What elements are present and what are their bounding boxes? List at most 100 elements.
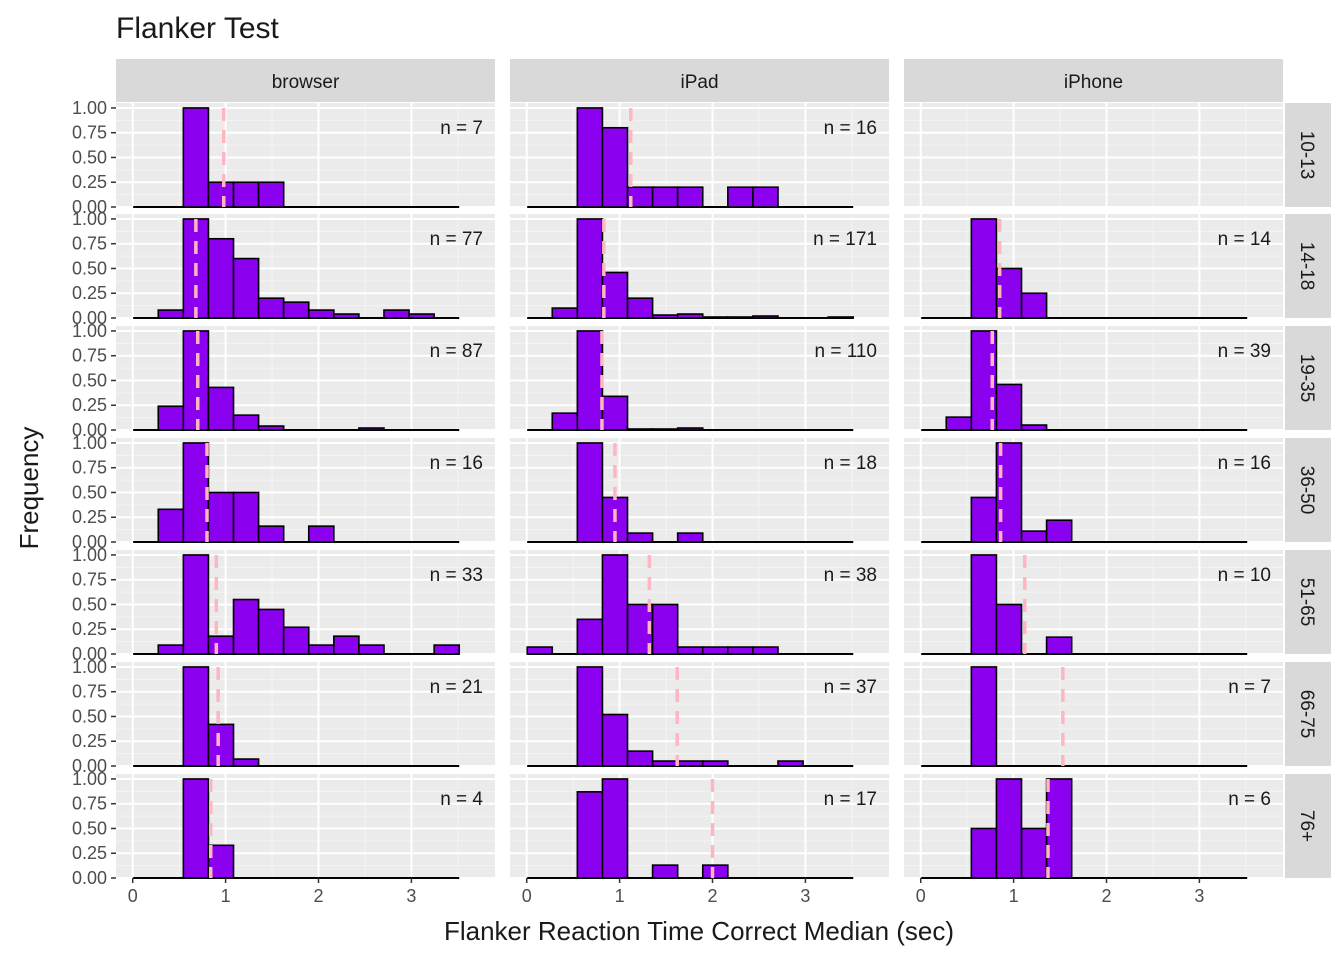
histogram-bar (651, 186, 679, 208)
histogram-bar (232, 758, 260, 767)
histogram-bar (1020, 827, 1048, 879)
y-tick-label: 0.50 (72, 482, 107, 502)
panel-background (116, 774, 495, 878)
row-strip-label: 14-18 (1296, 242, 1317, 291)
row-strip-36-50 (1285, 438, 1331, 542)
row-strip-19-35 (1285, 326, 1331, 430)
histogram-bar (207, 723, 235, 767)
panel-iphone-76+: n = 6 (904, 774, 1283, 879)
y-tick-label: 0.75 (72, 346, 107, 366)
column-strip-label: iPhone (1064, 72, 1123, 93)
histogram-bar (1045, 636, 1073, 655)
histogram-bar (827, 316, 855, 319)
x-tick-label: 3 (406, 886, 416, 906)
panel-browser-51-65: n = 33 (116, 550, 495, 655)
histogram-bar (727, 186, 754, 208)
histogram-bar (626, 297, 654, 319)
panel-background (116, 103, 495, 207)
y-tick-label: 0.75 (72, 123, 107, 143)
histogram-bar (551, 307, 579, 319)
histogram-bar (232, 414, 260, 431)
histogram-bar (1020, 530, 1048, 543)
histogram-bar (551, 412, 579, 431)
y-tick-label: 0.75 (72, 794, 107, 814)
n-label: n = 87 (430, 341, 483, 362)
n-label: n = 16 (824, 118, 877, 139)
row-strip-label: 51-65 (1296, 578, 1317, 627)
panel-browser-76+: n = 4 (116, 774, 495, 879)
panel-iphone-36-50: n = 16 (904, 438, 1283, 543)
row-strip-10-13 (1285, 103, 1331, 207)
histogram-bar (752, 646, 779, 655)
histogram-bar (182, 778, 210, 879)
histogram-bar (651, 864, 679, 879)
panel-background (904, 774, 1283, 878)
histogram-bar (970, 496, 998, 543)
row-strip-51-65 (1285, 550, 1331, 654)
histogram-bar (651, 603, 679, 655)
histogram-bar (383, 309, 410, 319)
histogram-bar (727, 646, 754, 655)
histogram-bar (207, 844, 235, 879)
y-tick-label: 0.25 (72, 731, 107, 751)
n-label: n = 33 (430, 565, 483, 586)
column-strip-browser (116, 59, 495, 102)
histogram-bar (1020, 292, 1048, 319)
n-label: n = 7 (1228, 677, 1271, 698)
n-label: n = 171 (813, 229, 877, 250)
panel-browser-36-50: n = 16 (116, 438, 495, 543)
x-tick-label: 1 (221, 886, 231, 906)
histogram-bar (601, 778, 629, 879)
y-axis-label: Frequency (14, 427, 44, 550)
y-tick-label: 0.25 (72, 619, 107, 639)
n-label: n = 4 (440, 789, 483, 810)
panel-iphone-14-18: n = 14 (904, 214, 1283, 319)
y-tick-label: 0.75 (72, 458, 107, 478)
n-label: n = 7 (440, 118, 483, 139)
histogram-bar (257, 525, 285, 543)
histogram-bar (970, 554, 998, 655)
histogram-bar (232, 257, 260, 319)
panel-iphone-66-75: n = 7 (904, 662, 1283, 767)
histogram-bar (182, 666, 210, 767)
histogram-bar (576, 330, 604, 431)
histogram-bar (970, 218, 998, 319)
x-tick-label: 0 (916, 886, 926, 906)
y-tick-label: 0.00 (72, 868, 107, 888)
histogram-bar (358, 427, 385, 431)
histogram-bar (182, 442, 210, 543)
histogram-bar (526, 646, 554, 655)
panel-ipad-14-18: n = 171 (510, 214, 889, 319)
column-strip-iphone (904, 59, 1283, 102)
y-tick-label: 0.00 (72, 308, 107, 328)
n-label: n = 77 (430, 229, 483, 250)
row-strip-14-18 (1285, 214, 1331, 318)
row-strip-label: 66-75 (1296, 690, 1317, 739)
histogram-bar (307, 309, 335, 319)
histogram-bar (995, 383, 1023, 431)
histogram-bar (576, 107, 604, 208)
histogram-bar (232, 491, 260, 543)
panel-ipad-66-75: n = 37 (510, 662, 889, 767)
histogram-bar (676, 532, 704, 543)
histogram-bar (752, 315, 779, 319)
y-tick-label: 0.25 (72, 507, 107, 527)
y-tick-label: 0.75 (72, 234, 107, 254)
row-strip-label: 76+ (1296, 810, 1317, 842)
histogram-bar (752, 186, 779, 208)
y-tick-label: 0.00 (72, 420, 107, 440)
histogram-bar (626, 532, 654, 543)
x-tick-label: 0 (128, 886, 138, 906)
panel-browser-66-75: n = 21 (116, 662, 495, 767)
panel-background (904, 662, 1283, 766)
x-tick-label: 1 (1009, 886, 1019, 906)
histogram-bar (995, 778, 1023, 879)
histogram-bar (408, 313, 435, 319)
y-tick-label: 1.00 (72, 98, 107, 118)
panel-background (904, 103, 1283, 207)
histogram-bar (257, 608, 285, 655)
y-tick-label: 0.00 (72, 756, 107, 776)
row-strip-66-75 (1285, 662, 1331, 766)
histogram-bar (576, 618, 604, 655)
